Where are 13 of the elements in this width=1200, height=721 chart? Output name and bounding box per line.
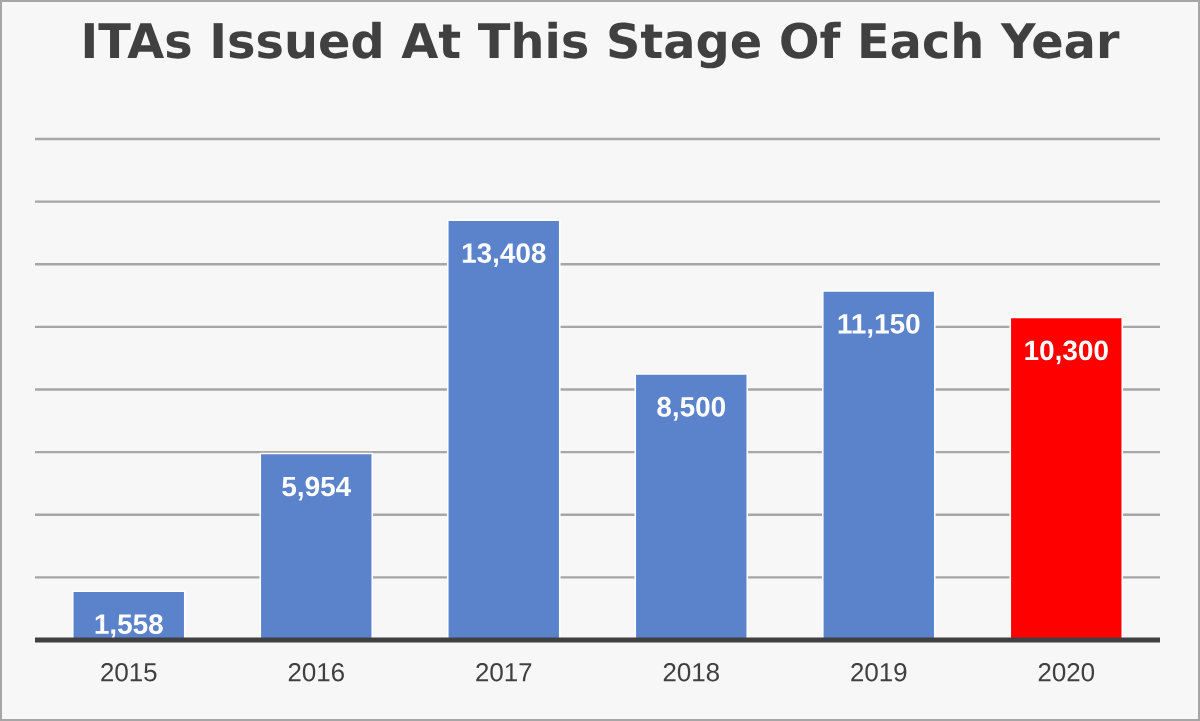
data-label: 13,408 [462, 243, 546, 267]
chart-title: ITAs Issued At This Stage Of Each Year [84, 21, 1120, 69]
data-label: 5,954 [282, 476, 352, 501]
data-label: 11,150 [838, 313, 920, 338]
x-tick-label: 2015 [101, 663, 157, 682]
data-label: 1,558 [95, 614, 163, 639]
x-tick-label: 2019 [851, 663, 907, 682]
data-label: 8,500 [657, 396, 726, 421]
x-tick-label: 2020 [1038, 663, 1095, 682]
x-tick-label: 2016 [288, 663, 344, 682]
x-tick-label: 2018 [663, 663, 719, 682]
data-label: 10,300 [1025, 340, 1108, 365]
x-tick-label: 2017 [476, 663, 532, 682]
